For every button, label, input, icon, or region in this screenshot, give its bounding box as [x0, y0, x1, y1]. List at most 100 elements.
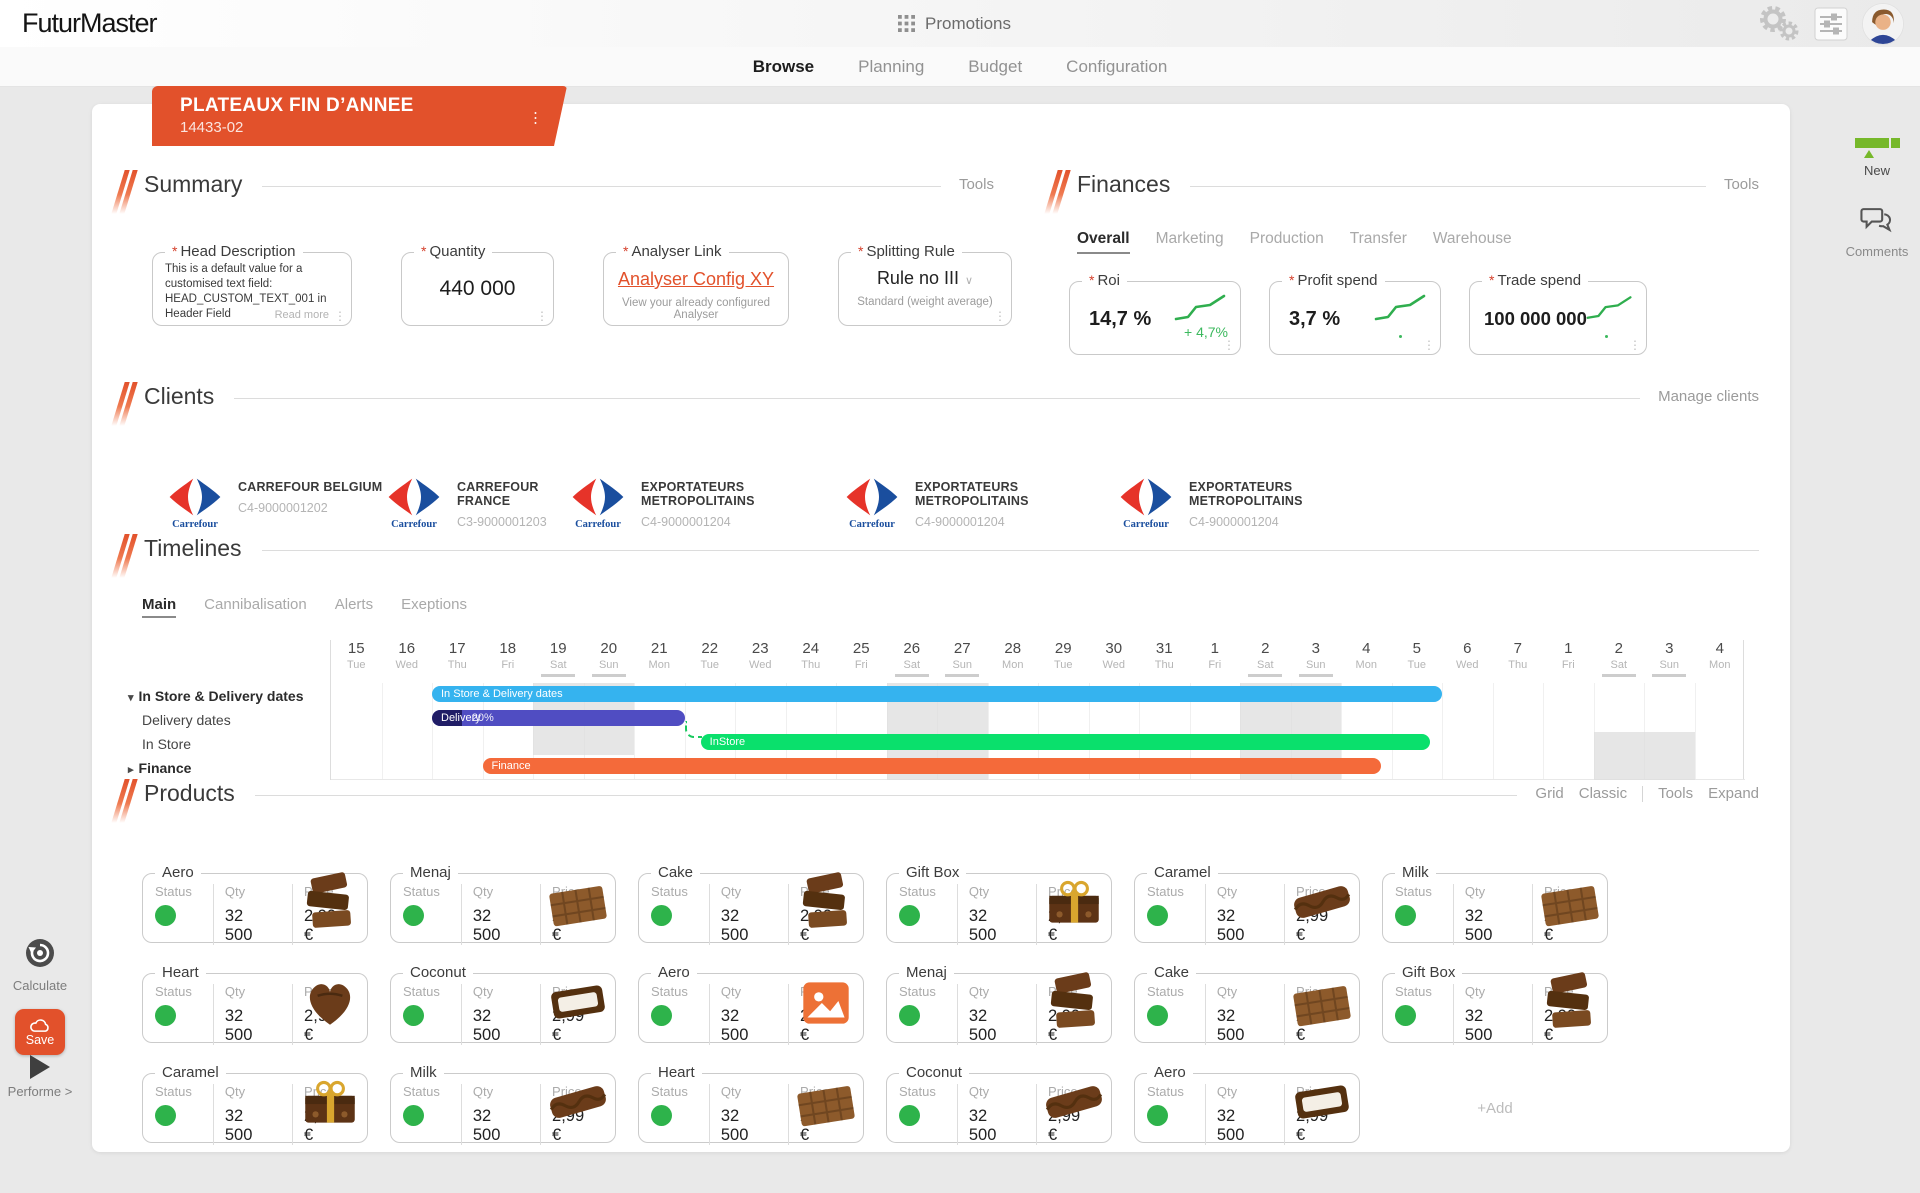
read-more-link[interactable]: Read more: [274, 309, 329, 321]
add-product-button[interactable]: +Add: [1477, 1099, 1513, 1117]
head-description-field[interactable]: * Head Description This is a default valu…: [152, 243, 352, 326]
day-name: Sat: [549, 659, 567, 671]
trade-spend-field[interactable]: * Trade spend 100 000 000 ⋮: [1469, 272, 1647, 355]
client-text: EXPORTATEURS METROPOLITAINS C4-9000001204: [1189, 480, 1389, 529]
products-control-expand[interactable]: Expand: [1708, 785, 1759, 802]
field-kebab-icon[interactable]: ⋮: [536, 309, 548, 323]
finances-tab-transfer[interactable]: Transfer: [1349, 230, 1407, 247]
client-name: EXPORTATEURS METROPOLITAINS: [641, 480, 755, 508]
client-item[interactable]: Carrefour EXPORTATEURS METROPOLITAINS C4-9…: [1115, 474, 1389, 540]
client-item[interactable]: Carrefour CARREFOUR BELGIUM C4-9000001202: [164, 474, 383, 540]
nav-item-planning[interactable]: Planning: [858, 56, 925, 76]
day-number: 1: [1210, 640, 1219, 657]
client-item[interactable]: Carrefour EXPORTATEURS METROPOLITAINS C4-9…: [841, 474, 1115, 540]
nav-item-configuration[interactable]: Configuration: [1066, 56, 1168, 76]
day-name: Mon: [1709, 659, 1731, 671]
client-item[interactable]: Carrefour CARREFOUR FRANCE C3-9000001203: [383, 474, 567, 540]
user-avatar[interactable]: [1862, 2, 1904, 45]
settings-gears-icon[interactable]: [1756, 5, 1800, 43]
field-kebab-icon[interactable]: ⋮: [1423, 338, 1435, 352]
promotion-header-card[interactable]: PLATEAUX FIN D’ANNEE 14433-02 ⋮: [152, 86, 567, 146]
save-button[interactable]: Save: [15, 1009, 65, 1055]
finances-tab-overall[interactable]: Overall: [1077, 230, 1130, 254]
carrefour-wordmark: Carrefour: [391, 519, 437, 530]
day-number: 5: [1412, 640, 1421, 657]
analyser-link-field[interactable]: * Analyser Link Analyser Config XY View y…: [603, 243, 789, 326]
finances-tab-warehouse[interactable]: Warehouse: [1432, 230, 1512, 247]
finances-tab-production[interactable]: Production: [1249, 230, 1324, 247]
timelines-tab-exeptions[interactable]: Exeptions: [401, 596, 467, 613]
products-control-grid[interactable]: Grid: [1535, 785, 1564, 802]
products-control-tools[interactable]: Tools: [1658, 785, 1694, 802]
timeline-day-header: 15 Tue: [331, 640, 382, 671]
qty-label: Qty: [1464, 884, 1486, 899]
timelines-tab-alerts[interactable]: Alerts: [334, 596, 374, 613]
required-marker: *: [1489, 272, 1495, 288]
timelines-tab-cannibalisation[interactable]: Cannibalisation: [204, 596, 307, 613]
comments-button[interactable]: Comments: [1842, 206, 1912, 259]
manage-clients-button[interactable]: Manage clients: [1658, 388, 1759, 405]
field-kebab-icon[interactable]: ⋮: [334, 309, 346, 323]
timeline-row-label-1: ▾ In Store & Delivery dates: [128, 688, 304, 704]
promotion-kebab-icon[interactable]: ⋮: [528, 109, 543, 127]
field-kebab-icon[interactable]: ⋮: [994, 309, 1006, 323]
profit-spend-field[interactable]: * Profit spend 3,7 % ⋮: [1269, 272, 1441, 355]
quantity-field[interactable]: * Quantity 440 000 ⋮: [401, 243, 554, 326]
nav-item-browse[interactable]: Browse: [752, 56, 815, 76]
gantt-bar-in-store[interactable]: InStore: [700, 734, 1431, 750]
product-qty-col: Qty 32 500: [212, 984, 282, 1045]
product-status-col: Status: [403, 884, 451, 945]
qty-value: 32 500: [472, 1007, 501, 1044]
gantt-bar-in-store-delivery[interactable]: In Store & Delivery dates: [432, 686, 1442, 702]
field-kebab-icon[interactable]: ⋮: [1629, 338, 1641, 352]
performe-button[interactable]: Performe >: [0, 1055, 80, 1099]
roi-field[interactable]: * Roi 14,7 % + 4,7% ⋮: [1069, 272, 1241, 355]
day-name: Tue: [346, 659, 366, 671]
topbar-actions: [1756, 0, 1904, 47]
finances-tools-button[interactable]: Tools: [1723, 176, 1759, 193]
status-label: Status: [403, 984, 440, 999]
splitting-rule-field[interactable]: * Splitting Rule Rule no III ∨ Standard (w…: [838, 243, 1012, 326]
finances-tab-marketing[interactable]: Marketing: [1155, 230, 1224, 247]
controls-divider: [1642, 785, 1644, 802]
preferences-sliders-icon[interactable]: [1814, 7, 1848, 41]
field-kebab-icon[interactable]: ⋮: [1223, 338, 1235, 352]
summary-tools-button[interactable]: Tools: [958, 176, 994, 193]
status-label: Status: [651, 884, 688, 899]
weekend-marker: [945, 674, 980, 677]
analyser-config-link[interactable]: Analyser Config XY: [617, 269, 775, 289]
gantt-bar-delivery[interactable]: Delivery20%: [432, 710, 685, 726]
timelines-tab-main[interactable]: Main: [142, 596, 177, 618]
carrefour-wordmark: Carrefour: [849, 519, 895, 530]
new-button[interactable]: New: [1842, 138, 1912, 178]
products-control-classic[interactable]: Classic: [1578, 785, 1628, 802]
nav-item-budget[interactable]: Budget: [968, 56, 1023, 76]
calculate-button[interactable]: Calculate: [0, 938, 80, 993]
apps-grid-icon[interactable]: [898, 15, 915, 32]
gantt-bar-finance[interactable]: Finance: [482, 758, 1382, 774]
splitting-rule-value[interactable]: Rule no III: [876, 268, 959, 288]
analyser-link-label: Analyser Link: [631, 243, 722, 260]
client-item[interactable]: Carrefour EXPORTATEURS METROPOLITAINS C4-9…: [567, 474, 841, 540]
expand-caret-icon[interactable]: ▸: [128, 764, 134, 776]
collapse-caret-icon[interactable]: ▾: [128, 692, 134, 704]
day-number: 23: [751, 640, 769, 657]
